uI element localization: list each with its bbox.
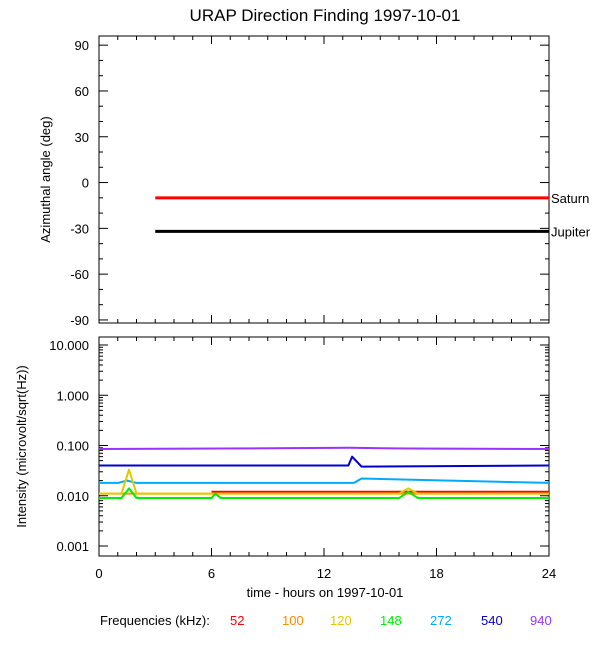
series-line-148 — [99, 487, 549, 500]
azimuth-y-axis-label: Azimuthal angle (deg) — [38, 116, 53, 242]
series-line-120 — [99, 468, 549, 495]
chart-title: URAP Direction Finding 1997-10-01 — [190, 6, 461, 25]
x-tick-label: 18 — [429, 566, 443, 581]
y-tick-label: 10.000 — [49, 338, 89, 353]
series-line-940 — [98, 446, 550, 451]
series-line-540 — [99, 455, 550, 468]
frequency-legend-label: Frequencies (kHz): — [100, 613, 210, 628]
series-line-272 — [99, 477, 550, 484]
intensity-frame — [98, 336, 550, 557]
intensity-panel: 10.000 1.000 0.100 0.010 0.001 Intensity (mic… — [14, 336, 550, 557]
y-tick-label: 30 — [75, 130, 89, 145]
y-tick-label: 90 — [75, 38, 89, 53]
azimuth-frame — [98, 35, 550, 324]
frequency-legend-item: 272 — [430, 613, 452, 628]
y-tick-label: 0.001 — [56, 539, 89, 554]
x-axis-label: time - hours on 1997-10-01 — [247, 585, 404, 600]
y-tick-label: 0.010 — [56, 489, 89, 504]
azimuth-panel: 90 60 30 0 -30 -60 -90 Azimuthal angle (deg) Sat… — [38, 35, 591, 328]
frequency-legend: Frequencies (kHz): 52 100 120 148 272 540 940 — [100, 613, 552, 628]
y-tick-label: 0 — [82, 176, 89, 191]
frequency-legend-item: 940 — [530, 613, 552, 628]
frequency-legend-item: 148 — [380, 613, 402, 628]
y-tick-label: -30 — [70, 221, 89, 236]
y-tick-label: -90 — [70, 313, 89, 328]
y-tick-label: -60 — [70, 267, 89, 282]
frequency-legend-item: 540 — [481, 613, 503, 628]
frequency-legend-item: 120 — [330, 613, 352, 628]
frequency-legend-item: 100 — [282, 613, 304, 628]
x-tick-label: 12 — [317, 566, 331, 581]
frequency-legend-item: 52 — [230, 613, 244, 628]
x-tick-label: 24 — [542, 566, 556, 581]
x-tick-labels: 0 6 12 18 24 — [95, 566, 556, 581]
y-tick-label: 60 — [75, 84, 89, 99]
x-tick-label: 6 — [208, 566, 215, 581]
x-tick-label: 0 — [95, 566, 102, 581]
y-tick-label: 1.000 — [56, 388, 89, 403]
series-label-saturn: Saturn — [551, 191, 589, 206]
intensity-y-axis-label: Intensity (microvolt/sqrt(Hz)) — [14, 365, 29, 528]
y-tick-label: 0.100 — [56, 439, 89, 454]
series-label-jupiter: Jupiter — [551, 224, 591, 239]
